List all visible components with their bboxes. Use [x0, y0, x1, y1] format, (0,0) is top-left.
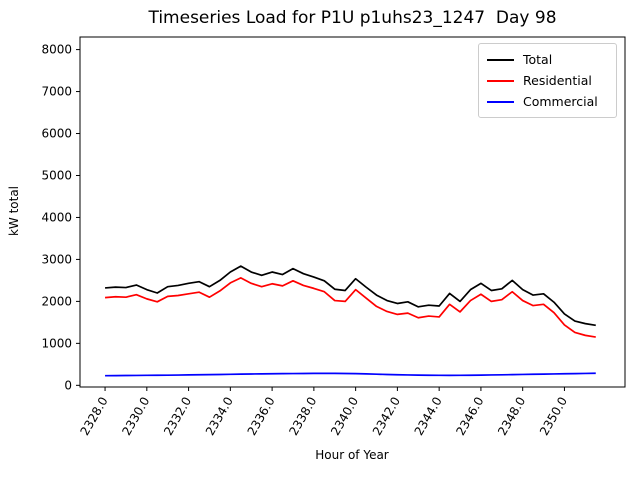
- y-tick-label: 0: [64, 378, 72, 392]
- legend-item-total: Total: [487, 49, 608, 70]
- x-tick-label: 2332.0: [161, 395, 194, 438]
- y-tick-label: 7000: [41, 85, 72, 99]
- y-tick-label: 4000: [41, 210, 72, 224]
- total-line: [104, 265, 596, 327]
- x-tick-label: 2330.0: [119, 395, 152, 438]
- legend-label-residential: Residential: [523, 73, 592, 88]
- total-line-swatch: [487, 58, 514, 61]
- y-axis-label: kW total: [7, 185, 21, 237]
- x-tick-label: 2348.0: [495, 395, 528, 438]
- legend-item-residential: Residential: [487, 70, 608, 91]
- y-tick-label: 3000: [41, 252, 72, 266]
- residential-line-swatch: [487, 79, 514, 82]
- x-tick-label: 2344.0: [412, 395, 445, 438]
- axes-frame: [79, 36, 626, 388]
- chart-title: Timeseries Load for P1U p1uhs23_1247 Day…: [148, 8, 557, 28]
- x-axis-label: Hour of Year: [315, 448, 389, 462]
- legend-item-commercial: Commercial: [487, 91, 608, 112]
- x-tick-label: 2350.0: [537, 395, 570, 438]
- y-tick-label: 5000: [41, 168, 72, 182]
- residential-line: [104, 277, 596, 338]
- x-tick-label: 2340.0: [328, 395, 361, 438]
- legend-label-total: Total: [523, 52, 553, 67]
- y-tick-label: 1000: [41, 336, 72, 350]
- legend: Total Residential Commercial: [478, 43, 617, 118]
- commercial-line: [105, 372, 596, 377]
- x-tick-label: 2346.0: [453, 395, 486, 438]
- y-tick-label: 6000: [41, 127, 72, 141]
- commercial-line-swatch: [487, 100, 514, 103]
- x-tick-label: 2342.0: [370, 395, 403, 438]
- y-tick-label: 8000: [41, 43, 72, 57]
- y-tick-label: 2000: [41, 294, 72, 308]
- x-tick-label: 2336.0: [245, 395, 278, 438]
- legend-label-commercial: Commercial: [523, 94, 598, 109]
- x-tick-label: 2338.0: [286, 395, 319, 438]
- x-tick-label: 2328.0: [78, 395, 111, 438]
- x-tick-label: 2334.0: [203, 395, 236, 438]
